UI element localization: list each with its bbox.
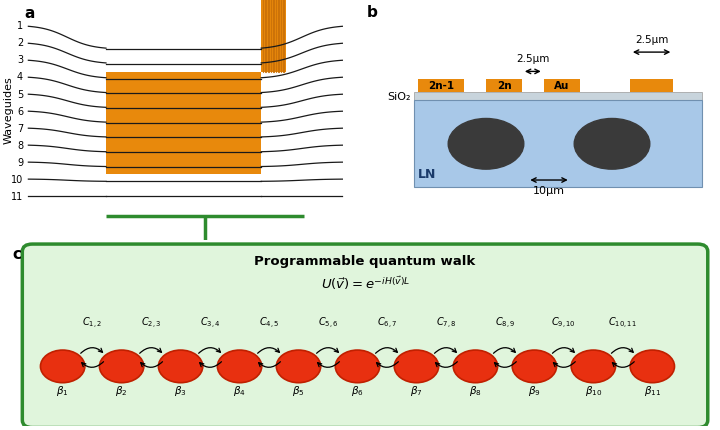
Text: $C_{1,2}$: $C_{1,2}$ bbox=[82, 315, 102, 330]
Text: Au: Au bbox=[554, 81, 570, 91]
Text: $\beta_6$: $\beta_6$ bbox=[351, 384, 364, 398]
Text: 11: 11 bbox=[11, 192, 23, 202]
Ellipse shape bbox=[395, 350, 438, 383]
Text: $C_{8,9}$: $C_{8,9}$ bbox=[495, 315, 515, 330]
Text: c: c bbox=[12, 246, 22, 261]
Text: 2.5μm: 2.5μm bbox=[516, 54, 549, 64]
Text: $C_{5,6}$: $C_{5,6}$ bbox=[318, 315, 338, 330]
Bar bbox=[414, 93, 702, 101]
Text: $\beta_2$: $\beta_2$ bbox=[115, 384, 128, 398]
Ellipse shape bbox=[336, 350, 379, 383]
Text: $\beta_9$: $\beta_9$ bbox=[528, 384, 541, 398]
Text: $\beta_7$: $\beta_7$ bbox=[410, 384, 423, 398]
Text: 10: 10 bbox=[11, 175, 23, 184]
Bar bbox=[106, 72, 261, 175]
Text: $\beta_{10}$: $\beta_{10}$ bbox=[585, 384, 602, 398]
Circle shape bbox=[448, 119, 523, 170]
Text: Waveguides: Waveguides bbox=[4, 77, 14, 144]
Text: n+1: n+1 bbox=[600, 139, 624, 150]
Ellipse shape bbox=[99, 350, 144, 383]
Text: $C_{3,4}$: $C_{3,4}$ bbox=[199, 315, 220, 330]
Text: $C_{10,11}$: $C_{10,11}$ bbox=[608, 315, 637, 330]
Bar bbox=[261, 0, 286, 72]
Text: a: a bbox=[24, 6, 35, 21]
Bar bbox=[418, 80, 464, 93]
Text: LN: LN bbox=[418, 168, 436, 181]
Bar bbox=[414, 101, 702, 188]
Text: 1: 1 bbox=[17, 21, 23, 31]
Text: $C_{7,8}$: $C_{7,8}$ bbox=[436, 315, 456, 330]
Text: Programmable quantum walk: Programmable quantum walk bbox=[254, 255, 476, 267]
Ellipse shape bbox=[571, 350, 616, 383]
Bar bbox=[630, 80, 673, 93]
Text: 2.5μm: 2.5μm bbox=[635, 34, 668, 45]
Text: $\beta_3$: $\beta_3$ bbox=[174, 384, 187, 398]
Text: $\beta_8$: $\beta_8$ bbox=[469, 384, 482, 398]
Ellipse shape bbox=[630, 350, 675, 383]
Text: $\beta_5$: $\beta_5$ bbox=[292, 384, 305, 398]
Ellipse shape bbox=[453, 350, 498, 383]
Text: 8: 8 bbox=[17, 141, 23, 150]
Text: 3: 3 bbox=[17, 55, 23, 65]
Text: 9: 9 bbox=[17, 157, 23, 168]
Text: b: b bbox=[367, 5, 378, 20]
Text: 2n: 2n bbox=[497, 81, 511, 91]
Text: 2n-1: 2n-1 bbox=[428, 81, 454, 91]
Text: 6: 6 bbox=[17, 106, 23, 117]
Bar bbox=[486, 80, 522, 93]
Text: $C_{4,5}$: $C_{4,5}$ bbox=[258, 315, 279, 330]
Text: $U(\vec{v}) = e^{-iH(\vec{v})L}$: $U(\vec{v}) = e^{-iH(\vec{v})L}$ bbox=[320, 274, 410, 292]
Text: 7: 7 bbox=[17, 123, 23, 133]
Bar bbox=[544, 80, 580, 93]
Text: $C_{2,3}$: $C_{2,3}$ bbox=[141, 315, 161, 330]
Text: $\beta_4$: $\beta_4$ bbox=[233, 384, 246, 398]
Text: 4: 4 bbox=[17, 72, 23, 82]
Text: 5: 5 bbox=[17, 89, 23, 99]
Ellipse shape bbox=[276, 350, 320, 383]
Circle shape bbox=[575, 119, 649, 170]
Text: SiO₂: SiO₂ bbox=[387, 92, 410, 102]
Text: n: n bbox=[482, 138, 490, 151]
Ellipse shape bbox=[158, 350, 203, 383]
Ellipse shape bbox=[217, 350, 261, 383]
Text: 10μm: 10μm bbox=[533, 185, 565, 195]
Text: $C_{6,7}$: $C_{6,7}$ bbox=[377, 315, 397, 330]
Ellipse shape bbox=[512, 350, 557, 383]
Text: $C_{9,10}$: $C_{9,10}$ bbox=[552, 315, 576, 330]
Text: 2: 2 bbox=[17, 38, 23, 48]
Text: $\beta_{11}$: $\beta_{11}$ bbox=[644, 384, 661, 398]
Ellipse shape bbox=[40, 350, 85, 383]
Text: $\beta_1$: $\beta_1$ bbox=[56, 384, 69, 398]
FancyBboxPatch shape bbox=[22, 245, 708, 427]
